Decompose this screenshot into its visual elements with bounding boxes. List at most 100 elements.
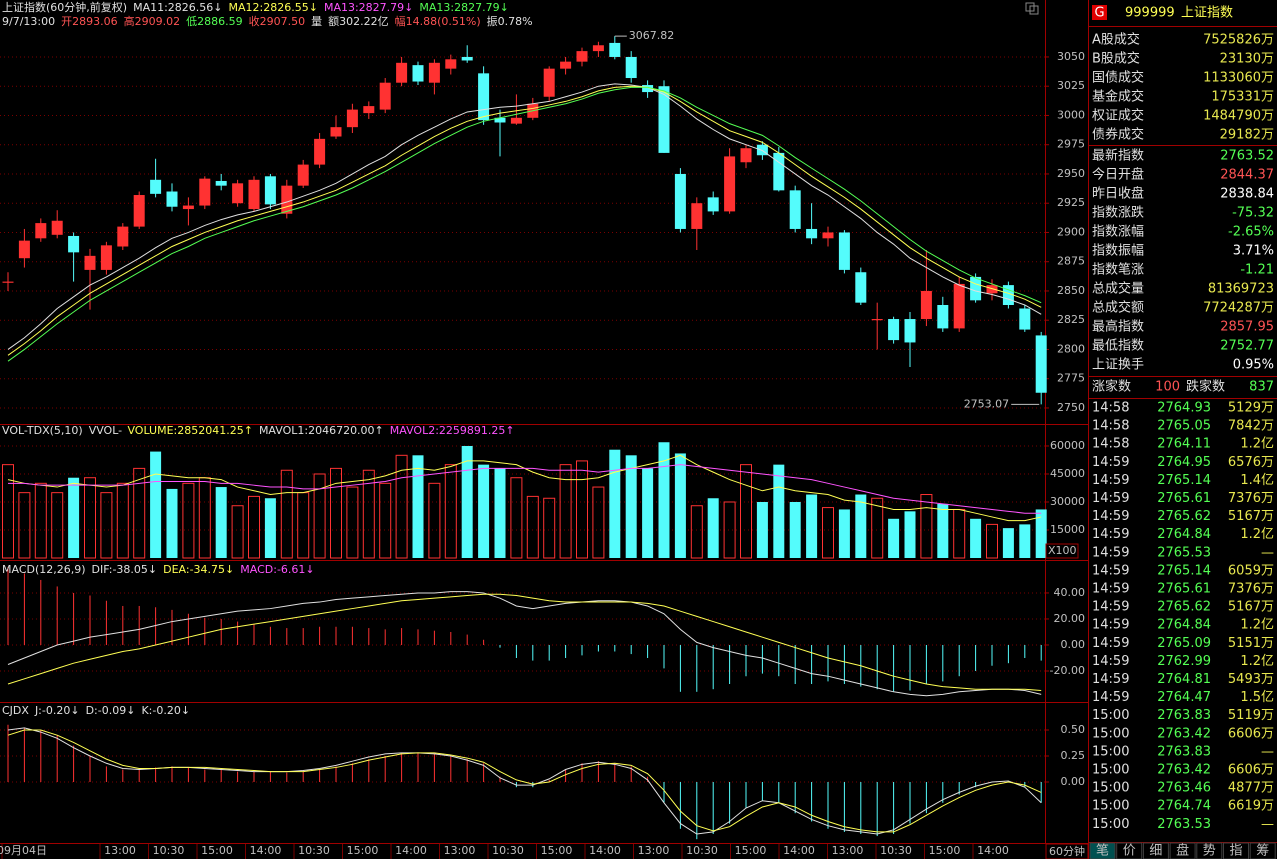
tick-time: 14:59 <box>1092 563 1129 578</box>
volume-bar <box>461 445 473 558</box>
volume-bar <box>280 469 293 559</box>
legend-item: 幅14.88(0.51%) <box>395 15 481 28</box>
volume-bar <box>937 503 949 558</box>
candle-body <box>543 68 555 97</box>
volume-bar <box>970 518 982 558</box>
legend-item: 低2886.59 <box>186 15 243 28</box>
tick-volume: 7376万 <box>1228 582 1274 597</box>
tab-label[interactable]: 笔 <box>1096 843 1109 859</box>
separators <box>0 0 1089 859</box>
tab[interactable] <box>1196 842 1223 859</box>
period-box[interactable] <box>1045 843 1089 859</box>
candle-body <box>2 281 14 283</box>
quote-value: 2844.37 <box>1220 168 1274 183</box>
volume-bar <box>84 477 96 559</box>
tick-price: 2765.62 <box>1157 509 1211 524</box>
volume-bar <box>478 464 490 558</box>
y-tick-label: 2825 <box>1057 313 1085 326</box>
volume-bar <box>231 505 244 559</box>
tick-price: 2763.83 <box>1157 744 1211 759</box>
tick-time: 15:00 <box>1092 799 1129 814</box>
tab[interactable] <box>1223 842 1249 859</box>
quote-label: 今日开盘 <box>1092 167 1144 183</box>
candle-body <box>117 226 129 247</box>
tick-volume: 1.5亿 <box>1240 690 1274 705</box>
volume-bar <box>1002 528 1014 558</box>
breadth-down: 837 <box>1249 380 1274 395</box>
y-tick-label: 2800 <box>1057 342 1085 355</box>
tick-price: 2763.53 <box>1157 817 1211 832</box>
volume-bar <box>822 507 834 559</box>
tick-time: 14:59 <box>1092 672 1129 687</box>
quote-label: 最低指数 <box>1092 339 1144 354</box>
tick-price: 2764.93 <box>1157 401 1211 416</box>
tick-time: 15:00 <box>1092 708 1129 723</box>
candle-body <box>330 127 342 137</box>
min-label: 2753.07 <box>964 397 1010 410</box>
stock-icon <box>1092 5 1107 20</box>
tick-time: 15:00 <box>1092 763 1129 778</box>
candle-body <box>314 138 326 165</box>
tab-label[interactable]: 指 <box>1229 844 1242 859</box>
legend-item: VOL-TDX(5,10) <box>2 424 83 437</box>
tab-label[interactable]: 价 <box>1123 844 1136 859</box>
turnover-value: 1133060万 <box>1203 71 1274 86</box>
tab[interactable] <box>1169 842 1196 859</box>
candle-body <box>100 245 112 270</box>
unit-label: X100 <box>1048 544 1077 557</box>
quote-label: 昨日收盘 <box>1092 186 1144 202</box>
indicator-line <box>7 729 1042 833</box>
y-tick-label: 20.00 <box>1054 612 1086 625</box>
candle-body <box>658 86 670 153</box>
tick-time: 14:58 <box>1092 437 1129 452</box>
volume-bar <box>658 442 670 558</box>
volume-bar <box>609 449 621 558</box>
candle-body <box>855 272 867 303</box>
tick-price: 2764.11 <box>1157 437 1211 452</box>
tab[interactable] <box>1116 842 1143 859</box>
candle-body <box>232 183 244 204</box>
volume-bar <box>789 501 801 558</box>
volume-bar <box>379 482 392 559</box>
tick-time: 14:59 <box>1092 618 1129 633</box>
volume-bar <box>674 453 686 558</box>
candle-body <box>428 62 440 83</box>
tab[interactable] <box>1089 842 1116 859</box>
candle-body <box>461 56 473 61</box>
candle-body <box>412 65 424 82</box>
tick-time: 14:59 <box>1092 636 1129 651</box>
volume-bar <box>51 492 64 559</box>
tab-label[interactable]: 筹 <box>1256 843 1269 859</box>
window-icon[interactable] <box>1025 2 1039 15</box>
tab[interactable] <box>1142 842 1169 859</box>
tick-volume: 1.2亿 <box>1240 618 1274 633</box>
tab-label[interactable]: 盘 <box>1176 843 1189 859</box>
x-tick-label: 10:30 <box>153 844 185 857</box>
tick-time: 14:59 <box>1092 582 1129 597</box>
legend: 上证指数(60分钟,前复权) MA11:2826.56↓ MA12:2826.55↓… <box>2 0 509 14</box>
volume-bar <box>740 464 752 559</box>
x-tick-label: 09月04日 <box>0 844 47 857</box>
quote-label: 最新指数 <box>1092 148 1144 164</box>
x-tick-label: 13:00 <box>638 844 670 857</box>
quote-label: 指数振幅 <box>1092 244 1144 259</box>
tab[interactable] <box>1249 842 1276 859</box>
turnover-label: 国债成交 <box>1092 70 1144 86</box>
volume-bar <box>133 467 146 559</box>
y-tick-label: 2775 <box>1057 372 1085 385</box>
volume-bar <box>100 492 113 559</box>
turnover-value: 23130万 <box>1220 52 1274 67</box>
y-tick-label: 2850 <box>1057 284 1085 297</box>
tab-label[interactable]: 势 <box>1203 843 1216 859</box>
legend: VOL-TDX(5,10) VVOL- VOLUME:2852041.25↑ MAVO… <box>2 424 515 437</box>
turnover-value: 29182万 <box>1220 128 1274 143</box>
tick-price: 2765.62 <box>1157 600 1211 615</box>
tab-label[interactable]: 细 <box>1149 844 1162 859</box>
candle-body <box>576 51 588 62</box>
y-tick-label: 2750 <box>1057 401 1085 414</box>
volume-bar <box>920 494 933 559</box>
turnover-value: 175331万 <box>1211 90 1274 105</box>
breadth-label: 跌家数 <box>1186 379 1225 395</box>
period-label[interactable]: 60分钟 <box>1049 844 1085 858</box>
turnover-label: A股成交 <box>1092 32 1140 48</box>
